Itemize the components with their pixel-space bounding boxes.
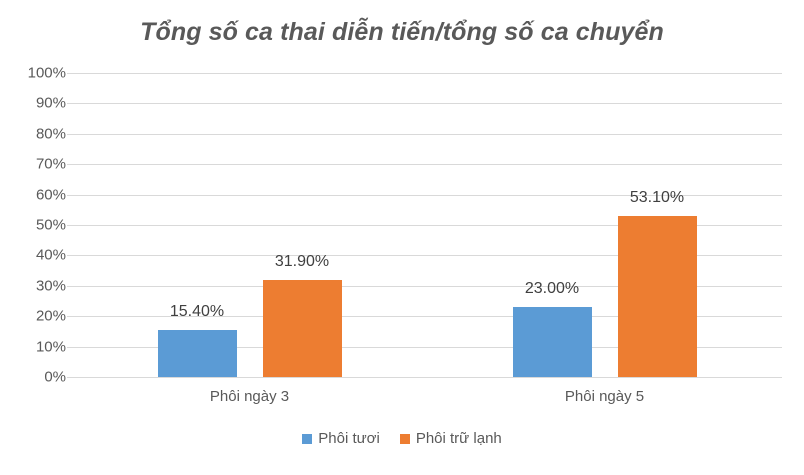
bar-value-label: 23.00% [524,280,580,298]
gridline [72,255,782,257]
y-axis-tick-label: 10% [35,338,66,356]
y-axis-tick-mark [67,164,72,166]
chart-title: Tổng số ca thai diễn tiến/tổng số ca chu… [140,18,664,46]
y-axis-tick-label: 0% [44,368,66,386]
y-axis-tick-label: 30% [35,277,66,295]
y-axis-tick-label: 80% [35,125,66,143]
legend-item-fresh[interactable]: Phôi tươi [302,430,380,447]
y-axis-tick-label: 60% [35,186,66,204]
gridline [72,225,782,226]
y-axis-tick-mark [67,133,72,135]
y-axis-tick-label: 50% [35,216,66,234]
legend-swatch-icon [302,433,313,444]
gridline [72,103,782,105]
y-axis-tick-label: 20% [35,307,66,325]
y-axis-tick-mark [67,73,72,74]
y-axis-tick-mark [67,194,72,196]
plot-area [67,73,782,378]
legend-item-frozen[interactable]: Phôi trữ lạnh [399,430,502,447]
legend-label: Phôi tươi [318,430,380,447]
y-axis-tick-mark [67,285,72,287]
y-axis-tick-label: 70% [35,155,66,173]
legend-swatch-icon [399,433,410,444]
y-axis-tick-mark [67,377,72,378]
y-axis-tick-label: 90% [35,94,66,112]
gridline [72,377,782,378]
gridline [72,316,782,318]
chart-legend: Phôi tươi Phôi trữ lạnh [0,430,804,447]
bar-value-label: 31.90% [274,253,330,271]
y-axis-tick-mark [67,103,72,105]
gridline [72,346,782,348]
bar-frozen-1[interactable] [262,280,342,377]
bar-fresh-1[interactable] [157,330,237,377]
gridline [72,285,782,287]
gridline [72,133,782,135]
x-axis-label-1: Phôi ngày 3 [209,388,290,405]
y-axis-tick-label: 40% [35,246,66,264]
y-axis-tick-mark [67,255,72,257]
y-axis-tick-label: 100% [27,64,66,82]
y-axis-tick-mark [67,225,72,226]
gridline [72,194,782,196]
gridline [72,164,782,166]
bar-value-label: 15.40% [169,303,225,321]
legend-label: Phôi trữ lạnh [415,430,502,447]
bar-value-label: 53.10% [629,188,685,206]
y-axis-tick-mark [67,316,72,318]
x-axis-label-2: Phôi ngày 5 [564,388,645,405]
y-axis-tick-mark [67,346,72,348]
bar-frozen-2[interactable] [617,215,697,377]
bar-fresh-2[interactable] [512,307,592,377]
gridline [72,73,782,74]
